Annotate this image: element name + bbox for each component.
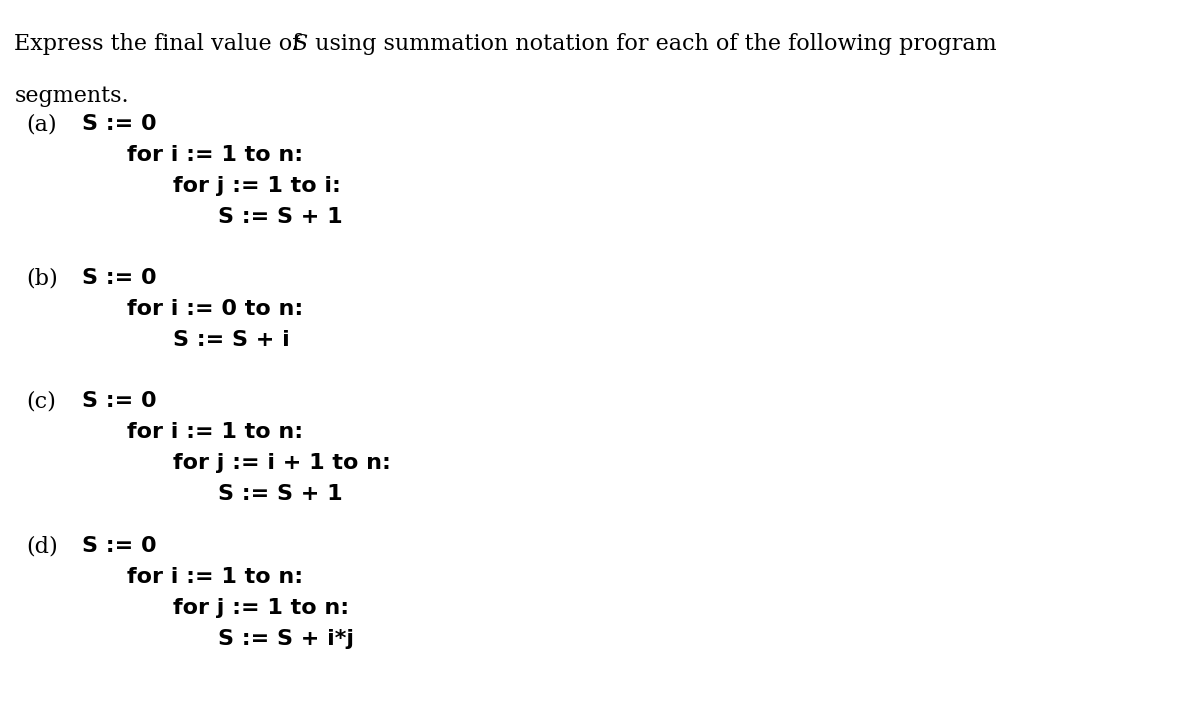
Text: for i := 1 to n:: for i := 1 to n: [127,422,304,442]
Text: for j := 1 to n:: for j := 1 to n: [173,598,349,618]
Text: (c): (c) [26,391,56,413]
Text: S := 0: S := 0 [82,114,156,134]
Text: S := S + 1: S := S + 1 [218,484,343,505]
Text: S := 0: S := 0 [82,268,156,288]
Text: for i := 1 to n:: for i := 1 to n: [127,567,304,587]
Text: S := S + i*j: S := S + i*j [218,629,354,649]
Text: S := S + i: S := S + i [173,330,289,350]
Text: for i := 1 to n:: for i := 1 to n: [127,145,304,165]
Text: S := 0: S := 0 [82,536,156,556]
Text: S := 0: S := 0 [82,391,156,411]
Text: for j := 1 to i:: for j := 1 to i: [173,176,341,196]
Text: S: S [293,33,308,54]
Text: segments.: segments. [14,85,130,106]
Text: using summation notation for each of the following program: using summation notation for each of the… [308,33,997,54]
Text: (a): (a) [26,114,58,135]
Text: (d): (d) [26,536,58,557]
Text: (b): (b) [26,268,58,290]
Text: for j := i + 1 to n:: for j := i + 1 to n: [173,453,391,473]
Text: Express the final value of: Express the final value of [14,33,308,54]
Text: S := S + 1: S := S + 1 [218,207,343,227]
Text: for i := 0 to n:: for i := 0 to n: [127,299,304,319]
